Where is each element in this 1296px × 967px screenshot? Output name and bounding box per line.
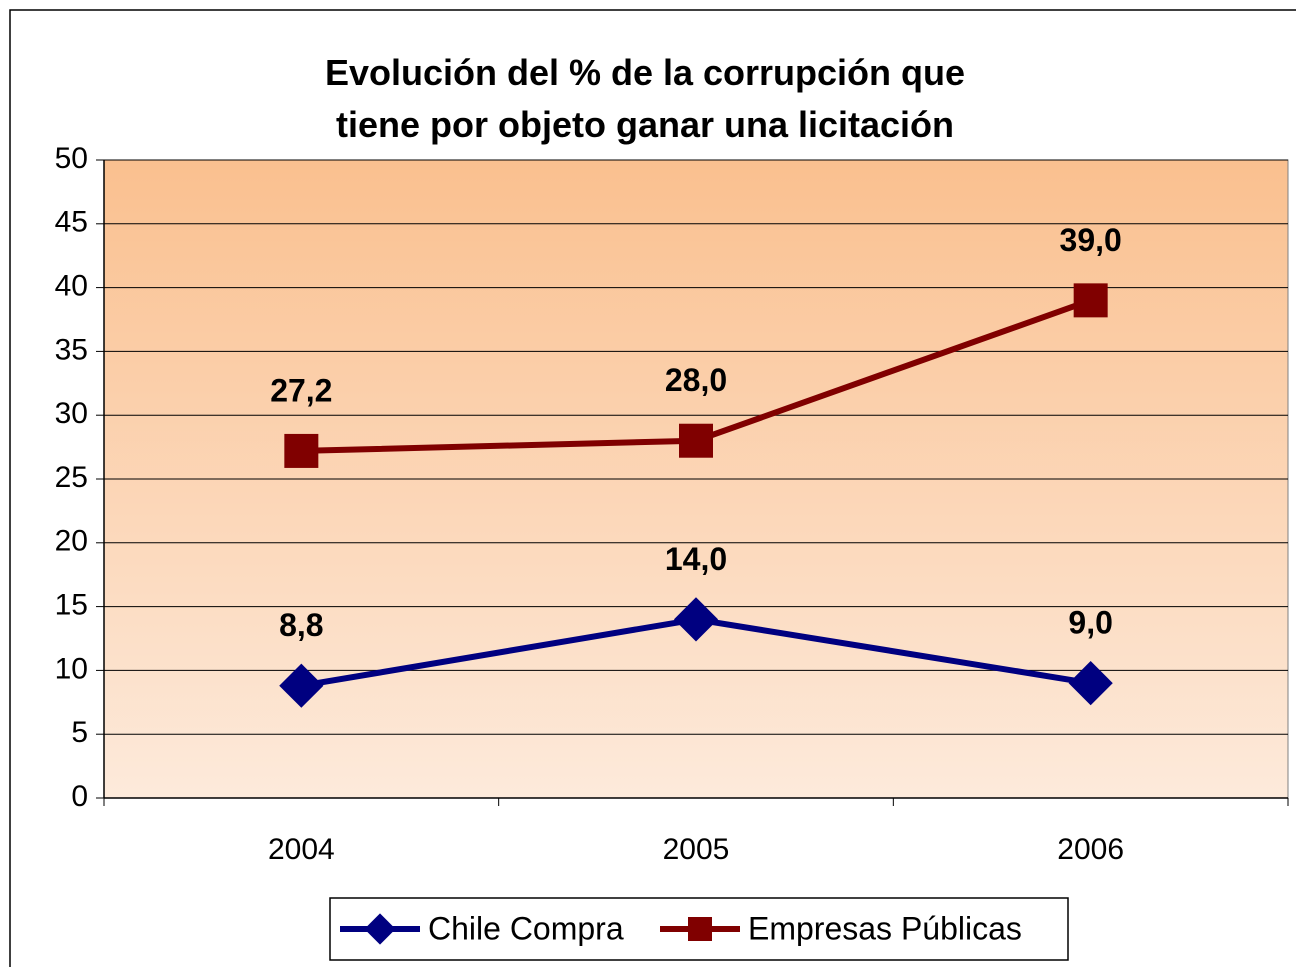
y-tick-label: 15: [55, 589, 88, 622]
marker: [279, 663, 324, 708]
data-label: 9,0: [1068, 605, 1112, 641]
marker: [284, 433, 319, 468]
legend-label: Empresas Públicas: [748, 910, 1022, 946]
y-tick-label: 25: [55, 461, 88, 494]
x-tick-label: 2004: [268, 833, 335, 866]
x-tick-label: 2005: [663, 833, 730, 866]
y-tick-label: 5: [71, 716, 88, 749]
legend-marker: [364, 913, 396, 945]
legend-label: Chile Compra: [428, 910, 624, 946]
y-tick-label: 30: [55, 397, 88, 430]
marker: [1068, 661, 1113, 706]
data-label: 28,0: [665, 362, 727, 398]
y-tick-label: 20: [55, 525, 88, 558]
x-tick-label: 2006: [1057, 833, 1124, 866]
legend-marker: [688, 917, 712, 941]
marker: [673, 597, 719, 642]
marker: [679, 423, 713, 458]
data-label: 39,0: [1060, 222, 1122, 258]
y-tick-label: 45: [55, 206, 88, 239]
y-tick-label: 0: [71, 780, 88, 813]
y-tick-label: 50: [55, 142, 88, 175]
chart-title: Evolución del % de la corrupción que tien…: [325, 52, 965, 145]
data-label: 27,2: [270, 372, 332, 408]
data-label: 14,0: [665, 541, 727, 577]
data-label: 8,8: [279, 607, 323, 643]
y-tick-label: 35: [55, 333, 88, 366]
marker: [1073, 283, 1108, 318]
y-tick-label: 40: [55, 270, 88, 303]
y-tick-label: 10: [55, 652, 88, 685]
